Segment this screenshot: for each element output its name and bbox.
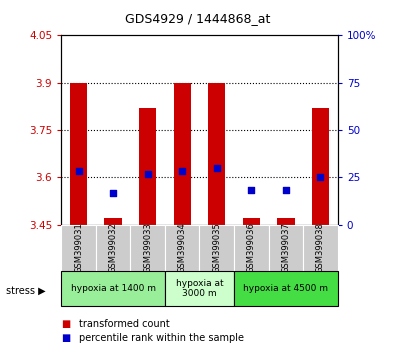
Bar (96, 225, 130, 271)
Bar (61, 271, 165, 306)
Bar (234, 225, 269, 271)
Text: ■: ■ (61, 333, 70, 343)
Point (317, 175, 324, 180)
Text: GSM399031: GSM399031 (74, 222, 83, 273)
Bar (104, 218, 122, 225)
Bar (70, 83, 87, 225)
Point (179, 168, 185, 174)
Point (110, 190, 116, 196)
Bar (312, 108, 329, 225)
Text: GSM399038: GSM399038 (316, 222, 325, 273)
Text: GSM399032: GSM399032 (109, 222, 118, 273)
Text: hypoxia at
3000 m: hypoxia at 3000 m (176, 279, 223, 298)
Bar (243, 218, 260, 225)
Text: hypoxia at 4500 m: hypoxia at 4500 m (243, 284, 328, 293)
Text: ■: ■ (61, 319, 70, 329)
Text: GSM399033: GSM399033 (143, 222, 152, 273)
Text: GSM399034: GSM399034 (178, 222, 187, 273)
Text: GSM399036: GSM399036 (247, 222, 256, 273)
Bar (303, 225, 338, 271)
Bar (61, 225, 96, 271)
Point (283, 187, 289, 193)
Bar (234, 271, 338, 306)
Text: GSM399037: GSM399037 (281, 222, 290, 273)
Text: stress ▶: stress ▶ (6, 286, 45, 296)
Point (75, 168, 82, 174)
Bar (277, 218, 295, 225)
Text: transformed count: transformed count (79, 319, 170, 329)
Bar (208, 83, 226, 225)
Bar (165, 271, 234, 306)
Bar (173, 83, 191, 225)
Bar (199, 225, 234, 271)
Bar (139, 108, 156, 225)
Text: hypoxia at 1400 m: hypoxia at 1400 m (71, 284, 156, 293)
Bar (269, 225, 303, 271)
Point (214, 165, 220, 171)
Text: percentile rank within the sample: percentile rank within the sample (79, 333, 244, 343)
Text: GDS4929 / 1444868_at: GDS4929 / 1444868_at (125, 12, 270, 25)
Bar (165, 225, 199, 271)
Bar (130, 225, 165, 271)
Point (145, 171, 151, 177)
Text: GSM399035: GSM399035 (212, 222, 221, 273)
Point (248, 187, 254, 193)
